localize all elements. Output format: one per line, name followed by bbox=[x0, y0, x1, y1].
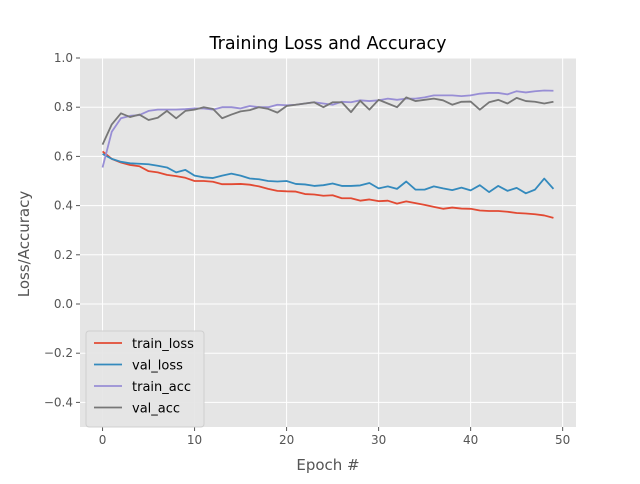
y-tick-label: 0.0 bbox=[54, 297, 73, 311]
y-axis-label: Loss/Accuracy bbox=[15, 191, 33, 298]
x-tick-label: 30 bbox=[371, 433, 386, 447]
y-tick-label: −0.2 bbox=[44, 346, 73, 360]
y-tick-label: 0.2 bbox=[54, 248, 73, 262]
x-tick-label: 50 bbox=[555, 433, 570, 447]
legend-label-val-acc: val_acc bbox=[132, 402, 180, 417]
y-tick-label: 0.6 bbox=[54, 149, 73, 163]
legend-box bbox=[85, 330, 205, 428]
y-axis-ticks: −0.4 −0.2 0.0 0.2 0.4 0.6 0.8 1.0 bbox=[44, 51, 80, 409]
grid-lines bbox=[80, 57, 576, 427]
series-line-val-acc bbox=[101, 96, 554, 145]
x-tick-label: 20 bbox=[279, 433, 294, 447]
x-tick-label: 0 bbox=[99, 433, 107, 447]
x-axis-label: Epoch # bbox=[296, 456, 359, 474]
x-tick-label: 10 bbox=[187, 433, 202, 447]
legend: train_loss val_loss train_acc val_acc bbox=[85, 330, 205, 428]
series-group bbox=[101, 89, 555, 219]
chart-title: Training Loss and Accuracy bbox=[209, 34, 447, 54]
x-axis-ticks: 0 10 20 30 40 50 bbox=[99, 427, 570, 447]
legend-label-train-loss: train_loss bbox=[132, 337, 194, 352]
y-tick-label: 1.0 bbox=[54, 51, 73, 65]
legend-label-train-acc: train_acc bbox=[132, 380, 191, 395]
y-tick-label: 0.4 bbox=[54, 199, 73, 213]
legend-label-val-loss: val_loss bbox=[132, 359, 183, 374]
series-line-val-loss bbox=[102, 153, 555, 195]
series-line-train-loss bbox=[101, 150, 554, 219]
y-tick-label: −0.4 bbox=[44, 395, 73, 409]
x-tick-label: 40 bbox=[463, 433, 478, 447]
y-tick-label: 0.8 bbox=[54, 100, 73, 114]
